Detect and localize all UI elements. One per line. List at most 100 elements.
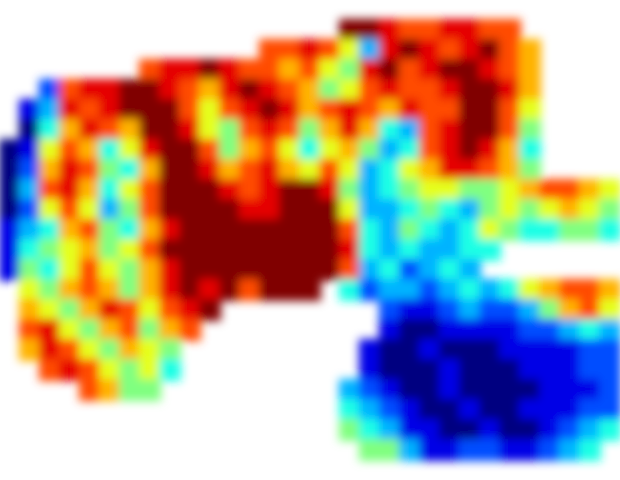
cell — [59, 239, 81, 261]
cell — [599, 219, 620, 241]
cell — [419, 59, 441, 81]
cell — [419, 359, 441, 381]
cell — [279, 219, 301, 241]
cell — [499, 139, 521, 161]
cell — [299, 59, 321, 81]
cell — [499, 19, 521, 41]
cell — [439, 359, 461, 381]
cell — [399, 419, 421, 441]
cell — [299, 259, 321, 281]
cell — [359, 99, 381, 121]
cell — [419, 179, 441, 201]
cell — [539, 279, 561, 301]
cell — [119, 299, 141, 321]
cell — [439, 339, 461, 361]
cell — [579, 419, 601, 441]
cell — [279, 179, 301, 201]
cell — [399, 319, 421, 341]
cell — [159, 59, 181, 81]
cell — [219, 59, 241, 81]
cell — [39, 219, 61, 241]
cell — [259, 59, 281, 81]
cell — [399, 379, 421, 401]
cell — [279, 199, 301, 221]
cell — [239, 159, 261, 181]
cell — [459, 299, 481, 321]
cell — [19, 339, 41, 361]
cell — [419, 39, 441, 61]
cell — [379, 319, 401, 341]
cell — [499, 439, 521, 461]
cell — [379, 79, 401, 101]
cell — [219, 259, 241, 281]
cell — [179, 119, 201, 141]
cell — [459, 359, 481, 381]
cell — [379, 379, 401, 401]
cell — [79, 279, 101, 301]
cell — [299, 99, 321, 121]
cell — [359, 279, 381, 301]
cell — [59, 139, 81, 161]
cell — [479, 179, 501, 201]
cell — [19, 219, 41, 241]
cell — [539, 199, 561, 221]
cell — [499, 419, 521, 441]
cell — [399, 159, 421, 181]
cell — [299, 199, 321, 221]
cell — [79, 199, 101, 221]
cell — [559, 359, 581, 381]
cell — [359, 379, 381, 401]
cell — [479, 99, 501, 121]
cell — [399, 39, 421, 61]
cell — [319, 39, 341, 61]
cell — [419, 219, 441, 241]
cell — [599, 419, 620, 441]
cell — [339, 379, 361, 401]
cell — [519, 219, 541, 241]
cell — [439, 59, 461, 81]
cell — [439, 39, 461, 61]
cell — [119, 379, 141, 401]
cell — [59, 319, 81, 341]
cell — [259, 279, 281, 301]
cell — [319, 259, 341, 281]
cell — [119, 99, 141, 121]
cell — [559, 299, 581, 321]
cell — [79, 319, 101, 341]
cell — [479, 299, 501, 321]
cell — [499, 39, 521, 61]
cell — [579, 219, 601, 241]
cell — [279, 119, 301, 141]
cell — [79, 379, 101, 401]
cell — [159, 339, 181, 361]
cell — [279, 159, 301, 181]
cell — [519, 99, 541, 121]
cell — [299, 179, 321, 201]
cell — [519, 119, 541, 141]
cell — [339, 119, 361, 141]
cell — [0, 159, 21, 181]
cell — [39, 119, 61, 141]
cell — [199, 199, 221, 221]
cell — [459, 259, 481, 281]
cell — [339, 39, 361, 61]
cell — [599, 279, 620, 301]
cell — [339, 79, 361, 101]
cell — [479, 359, 501, 381]
cell — [599, 299, 620, 321]
cell — [19, 139, 41, 161]
cell — [479, 199, 501, 221]
cell — [599, 379, 620, 401]
cell — [419, 259, 441, 281]
cell — [199, 299, 221, 321]
cell — [519, 319, 541, 341]
cell — [439, 379, 461, 401]
cell — [259, 179, 281, 201]
cell — [459, 19, 481, 41]
cell — [499, 279, 521, 301]
cell — [159, 119, 181, 141]
cell — [39, 299, 61, 321]
cell — [479, 79, 501, 101]
cell — [479, 159, 501, 181]
cell — [439, 19, 461, 41]
